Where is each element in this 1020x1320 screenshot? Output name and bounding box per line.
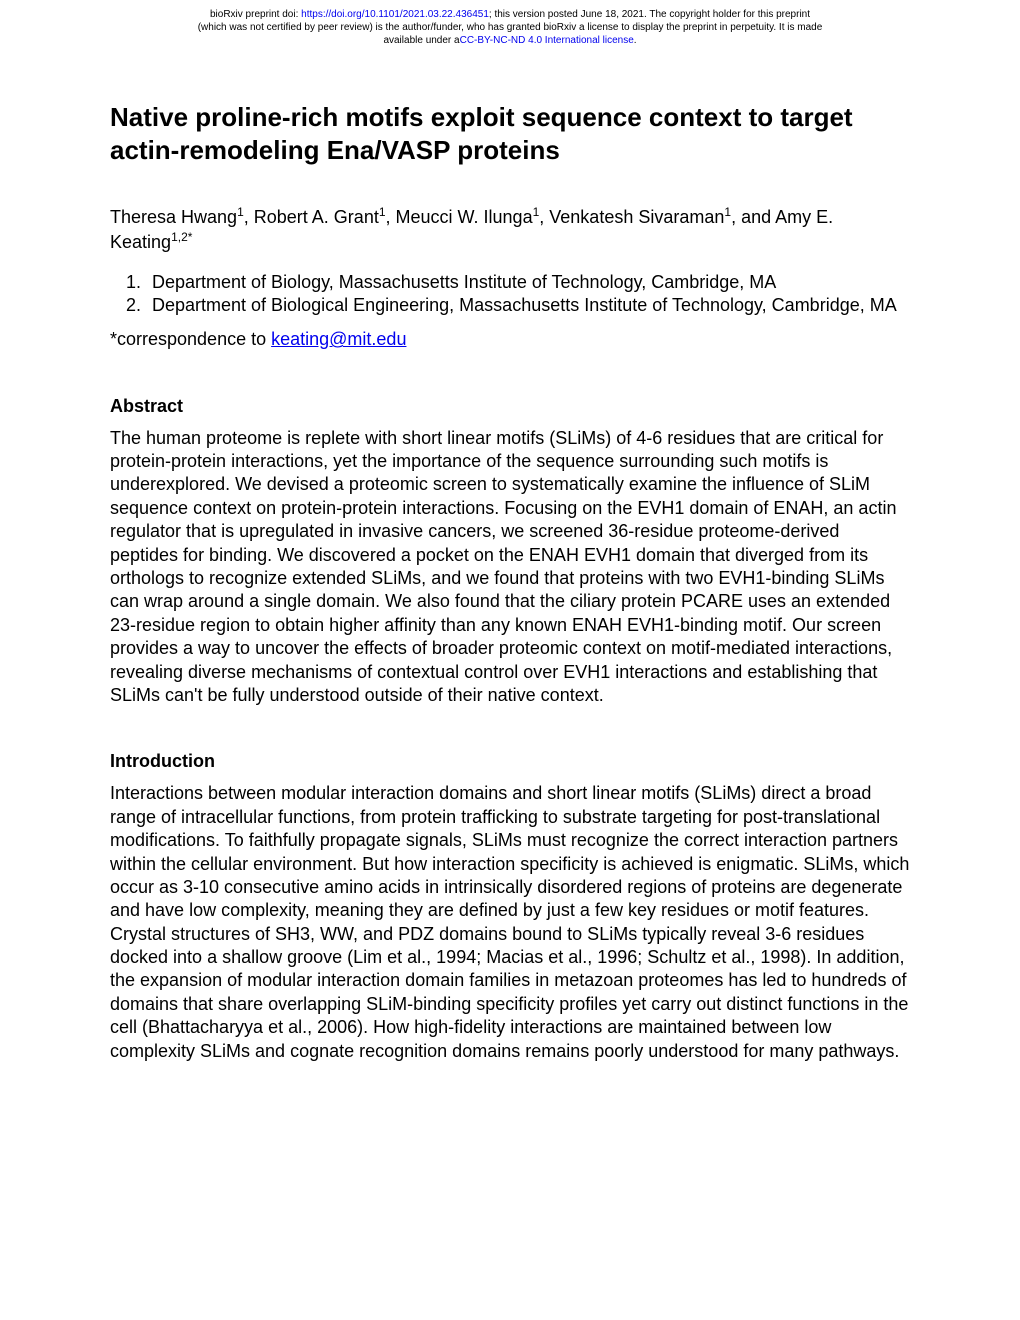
correspondence-email[interactable]: keating@mit.edu [271,329,406,349]
author-4: , Venkatesh Sivaraman [539,207,724,227]
author-3: , Meucci W. Ilunga [386,207,533,227]
author-2: , Robert A. Grant [244,207,379,227]
author-2-sup: 1 [379,205,386,219]
author-5-sup: 1,2* [171,230,192,244]
abstract-heading: Abstract [110,396,910,417]
author-1: Theresa Hwang [110,207,237,227]
correspondence-prefix: *correspondence to [110,329,271,349]
introduction-heading: Introduction [110,751,910,772]
header-text-3a: available under a [383,35,459,46]
preprint-header: bioRxiv preprint doi: https://doi.org/10… [0,0,1020,51]
license-link[interactable]: CC-BY-NC-ND 4.0 International license [460,35,634,46]
header-text-3b: . [634,35,637,46]
header-text-1: bioRxiv preprint doi: [210,9,301,20]
header-text-2: (which was not certified by peer review)… [198,22,823,33]
abstract-text: The human proteome is replete with short… [110,427,910,708]
header-text-1b: ; this version posted June 18, 2021. The… [489,9,810,20]
author-1-sup: 1 [237,205,244,219]
introduction-text: Interactions between modular interaction… [110,782,910,1063]
paper-title: Native proline-rich motifs exploit seque… [110,101,910,166]
correspondence: *correspondence to keating@mit.edu [110,327,910,351]
affiliation-1: Department of Biology, Massachusetts Ins… [146,271,910,294]
doi-link[interactable]: https://doi.org/10.1101/2021.03.22.43645… [301,9,489,20]
page-content: Native proline-rich motifs exploit seque… [0,51,1020,1103]
affiliation-2: Department of Biological Engineering, Ma… [146,294,910,317]
affiliation-list: Department of Biology, Massachusetts Ins… [146,271,910,318]
author-list: Theresa Hwang1, Robert A. Grant1, Meucci… [110,204,910,255]
